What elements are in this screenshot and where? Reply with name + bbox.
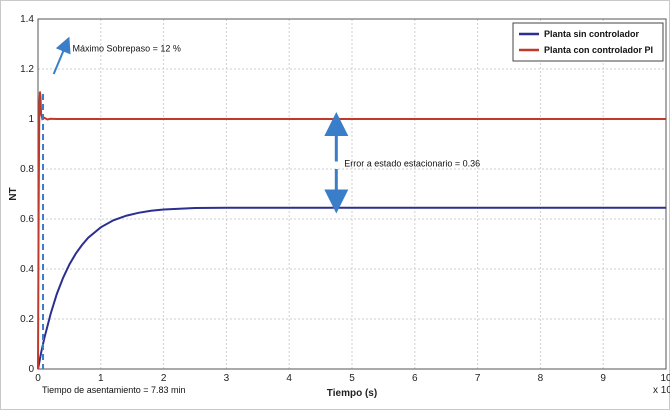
- y-axis-label: NT: [8, 187, 19, 200]
- x-tick-label: 9: [600, 373, 606, 384]
- x-axis-label: Tiempo (s): [327, 388, 377, 399]
- legend-label-pi: Planta con controlador PI: [544, 45, 653, 55]
- y-tick-label: 1: [28, 114, 34, 125]
- y-tick-label: 0.6: [20, 214, 34, 225]
- overshoot-arrow: [52, 36, 71, 75]
- series-group: [37, 91, 666, 370]
- x-tick-label: 10: [660, 373, 670, 384]
- x-tick-label: 3: [224, 373, 230, 384]
- x-multiplier: x 104: [653, 383, 670, 396]
- x-tick-label: 0: [35, 373, 41, 384]
- x-multiplier-base: x 10: [653, 385, 670, 396]
- legend-box: [512, 22, 664, 62]
- grid: [37, 18, 667, 370]
- series-line-con-controlador-pi: [37, 91, 666, 370]
- legend-label-sin: Planta sin controlador: [544, 29, 640, 39]
- x-tick-label: 1: [98, 373, 104, 384]
- y-tick-label: 0: [28, 364, 34, 375]
- y-tick-label: 1.4: [20, 14, 34, 25]
- legend: Planta sin controlador Planta con contro…: [512, 22, 664, 62]
- y-tick-label: 0.4: [20, 264, 34, 275]
- series-line-sin-controlador: [37, 206, 666, 370]
- x-tick-label: 4: [286, 373, 292, 384]
- y-tick-label: 0.8: [20, 164, 34, 175]
- y-tick-label: 0.2: [20, 314, 34, 325]
- x-tick-label: 5: [349, 373, 355, 384]
- steady-error-annotation: Error a estado estacionario = 0.36: [344, 159, 480, 169]
- settling-time-annotation: Tiempo de asentamiento = 7.83 min: [42, 385, 186, 395]
- x-tick-label: 6: [412, 373, 418, 384]
- axis-ticks: 0 1 2 3 4 5 6 7 8 9 10 0 0.2 0.4 0.6 0.8 1 1.2 1.4: [20, 14, 670, 384]
- overshoot-annotation: Máximo Sobrepaso = 12 %: [73, 44, 181, 54]
- x-tick-label: 8: [538, 373, 544, 384]
- y-tick-label: 1.2: [20, 64, 34, 75]
- x-tick-label: 2: [161, 373, 167, 384]
- x-tick-label: 7: [475, 373, 481, 384]
